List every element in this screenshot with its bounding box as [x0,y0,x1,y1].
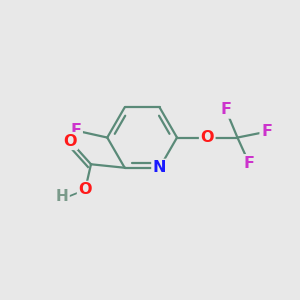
Text: O: O [63,134,77,148]
Text: F: F [220,102,231,117]
Text: F: F [261,124,272,139]
Text: N: N [153,160,166,175]
Text: F: F [70,123,81,138]
Text: H: H [56,189,68,204]
Text: F: F [244,156,255,171]
Text: O: O [200,130,214,145]
Text: O: O [78,182,92,197]
